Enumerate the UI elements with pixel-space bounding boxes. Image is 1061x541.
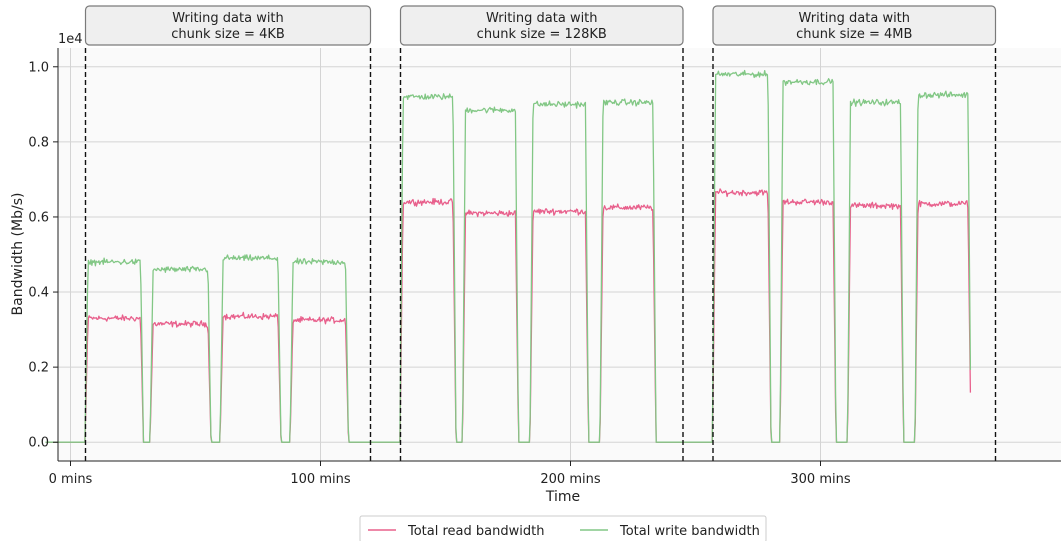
phase-label-line2: chunk size = 128KB: [477, 27, 607, 42]
write-bandwidth-line: [45, 69, 972, 443]
y-tick-label: 0.6: [28, 210, 49, 225]
series-layer: [45, 69, 972, 443]
y-tick-label: 1.0: [28, 60, 49, 75]
plot-background: [58, 48, 1061, 461]
x-tick-label: 100 mins: [290, 472, 350, 487]
legend-box: [359, 515, 767, 541]
phase-label-line1: Writing data with: [172, 11, 284, 26]
y-multiplier-label: 1e4: [58, 32, 83, 47]
phase-label-line1: Writing data with: [798, 11, 910, 26]
phase-boundaries: [84, 48, 997, 461]
y-tick-label: 0.8: [28, 135, 49, 150]
phase-label-line2: chunk size = 4KB: [171, 27, 285, 42]
legend-read-label: Total read bandwidth: [407, 524, 544, 539]
y-tick-label: 0.0: [28, 436, 49, 451]
legend: Total read bandwidth Total write bandwid…: [359, 515, 767, 541]
y-tick-label: 0.2: [28, 361, 49, 376]
x-axis-title: Time: [545, 489, 580, 505]
x-tick-label: 200 mins: [540, 472, 600, 487]
phase-label-line2: chunk size = 4MB: [796, 27, 912, 42]
axes: [57, 48, 1061, 462]
y-tick-label: 0.4: [28, 286, 49, 301]
phase-label-box: [712, 5, 997, 46]
x-tick-label: 0 mins: [49, 472, 93, 487]
read-bandwidth-line: [45, 188, 972, 443]
y-axis-title: Bandwidth (Mb/s): [10, 193, 26, 316]
legend-write-label: Total write bandwidth: [619, 524, 760, 539]
phase-label-line1: Writing data with: [486, 11, 598, 26]
phase-label-box: [399, 5, 684, 46]
x-tick-label: 300 mins: [790, 472, 850, 487]
tick-layer: 0.0 0.2 0.4 0.6 0.8 1.0 0 mins 100 mins 200 mins…: [28, 60, 851, 487]
phase-label-box: [84, 5, 372, 46]
grid-lines: [58, 48, 1061, 461]
